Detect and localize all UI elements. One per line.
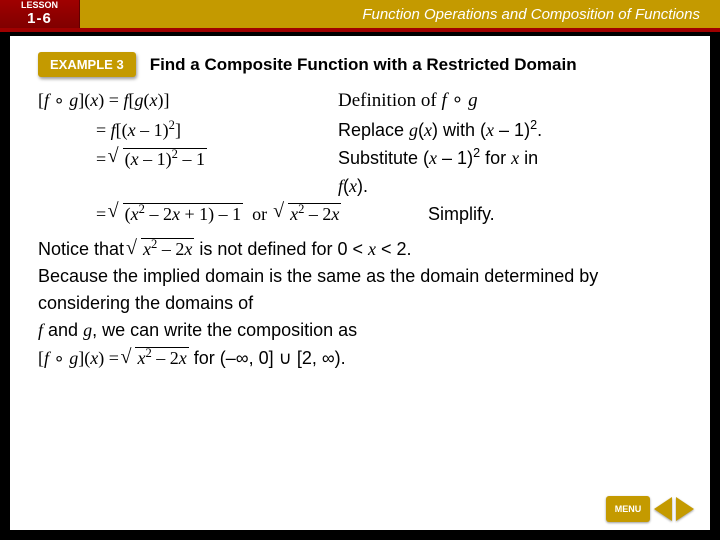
notice-final-math: [f ∘ g](x) = x2 – 2x: [38, 348, 189, 368]
menu-button[interactable]: MENU: [606, 496, 650, 522]
notice-1b: is not defined for 0 <: [199, 239, 368, 259]
step-3b-explain: f(x).: [338, 175, 682, 198]
page-content: EXAMPLE 3 Find a Composite Function with…: [10, 36, 710, 530]
lesson-number: 1-6: [27, 11, 52, 28]
step-1: [f ∘ g](x) = f[g(x)] Definition of f ∘ g: [38, 89, 682, 113]
chapter-title: Function Operations and Composition of F…: [80, 6, 720, 23]
example-heading: EXAMPLE 3 Find a Composite Function with…: [38, 54, 682, 79]
notice-2: Because the implied domain is the same a…: [38, 266, 598, 313]
step-4: = (x2 – 2x + 1) – 1 or x2 – 2x Simplify.: [38, 202, 682, 225]
notice-4a: for (–∞, 0]: [194, 348, 279, 368]
step-4-math: = (x2 – 2x + 1) – 1 or x2 – 2x: [38, 202, 398, 225]
lesson-tab: LESSON 1-6: [0, 0, 80, 28]
notice-4b: [2, ∞).: [292, 348, 346, 368]
notice-1a: Notice that: [38, 239, 129, 259]
example-badge: EXAMPLE 3: [38, 52, 136, 77]
step-3b: f(x).: [38, 175, 682, 198]
notice-1c: < 2.: [376, 239, 412, 259]
prev-arrow-icon[interactable]: [654, 497, 672, 521]
step-4-explain: Simplify.: [398, 203, 682, 226]
header-bar: LESSON 1-6 Function Operations and Compo…: [0, 0, 720, 28]
step-1-explain: Definition of f ∘ g: [338, 89, 682, 113]
step-3: = (x – 1)2 – 1 Substitute (x – 1)2 for x…: [38, 146, 682, 170]
notice-3a: and: [43, 320, 83, 340]
header-underline: [0, 28, 720, 32]
notice-3b: , we can write the composition as: [92, 320, 357, 340]
notice-sqrt: x2 – 2x: [129, 239, 194, 259]
example-title: Find a Composite Function with a Restric…: [150, 54, 577, 75]
footer-nav: MENU: [606, 496, 694, 522]
next-arrow-icon[interactable]: [676, 497, 694, 521]
notice-paragraph: Notice that x2 – 2x is not defined for 0…: [38, 235, 682, 372]
step-2-math: = f[(x – 1)2]: [38, 118, 338, 141]
step-2-explain: Replace g(x) with (x – 1)2.: [338, 118, 682, 142]
step-3-math: = (x – 1)2 – 1: [38, 147, 338, 170]
step-3-explain: Substitute (x – 1)2 for x in: [338, 146, 682, 170]
step-2: = f[(x – 1)2] Replace g(x) with (x – 1)2…: [38, 118, 682, 142]
step-1-math: [f ∘ g](x) = f[g(x)]: [38, 90, 338, 111]
